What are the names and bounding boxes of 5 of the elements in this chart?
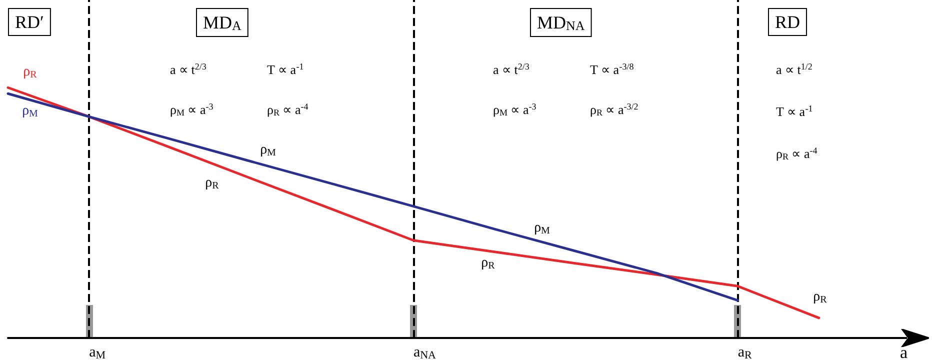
text: RD′ xyxy=(15,12,44,32)
text: MDA xyxy=(203,12,242,33)
text: RD xyxy=(775,12,800,32)
x-axis-title: a xyxy=(900,343,908,360)
text: MDNA xyxy=(537,12,586,33)
